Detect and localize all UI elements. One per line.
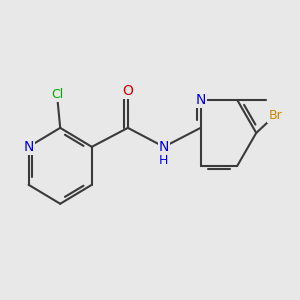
Text: O: O xyxy=(122,84,133,98)
Text: N: N xyxy=(23,140,34,154)
Text: Cl: Cl xyxy=(51,88,63,101)
Text: H: H xyxy=(159,154,169,167)
Text: N: N xyxy=(159,140,169,154)
Text: Br: Br xyxy=(268,109,282,122)
Text: N: N xyxy=(195,93,206,107)
Text: N: N xyxy=(159,140,169,154)
